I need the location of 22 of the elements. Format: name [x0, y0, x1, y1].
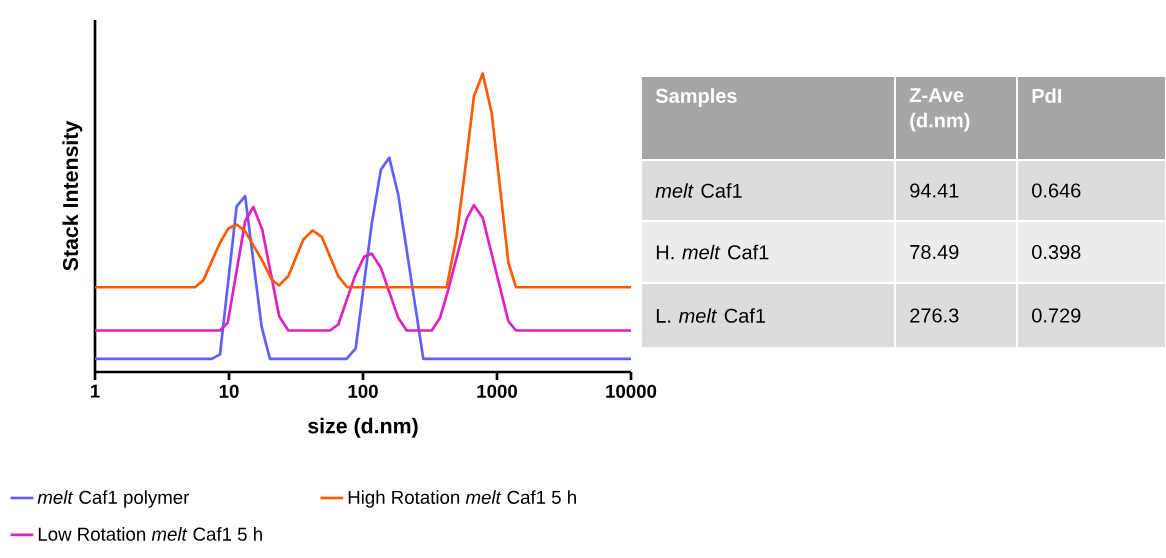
text: Z-Ave (d.nm): [909, 88, 970, 132]
y-axis-title: Stack Intensity: [62, 120, 83, 271]
legend-label: High Rotation melt Caf1 5 h: [348, 490, 576, 508]
text: 0.398: [1032, 244, 1081, 260]
x-axis-title: size (d.nm): [308, 417, 418, 438]
x-tick-label: 1000: [477, 384, 517, 398]
x-tick-label: 1: [90, 384, 100, 398]
x-tick-label: 10: [219, 384, 239, 398]
text: Samples: [655, 88, 737, 107]
text: PdI: [1032, 88, 1062, 103]
legend-label: melt Caf1 polymer: [37, 490, 190, 508]
text: 0.646: [1032, 183, 1081, 198]
x-tick-label: 10000: [606, 384, 657, 398]
legend-label: Low Rotation melt Caf1 5 h: [38, 527, 262, 541]
text: 94.41: [910, 183, 959, 198]
text: H. melt Caf1: [656, 244, 769, 260]
text: 78.49: [910, 244, 959, 260]
text: L. melt Caf1: [656, 308, 766, 323]
x-tick-label: 100: [348, 384, 378, 398]
text: 276.3: [910, 308, 959, 323]
text: melt Caf1: [655, 183, 742, 198]
text: 0.729: [1032, 308, 1081, 323]
